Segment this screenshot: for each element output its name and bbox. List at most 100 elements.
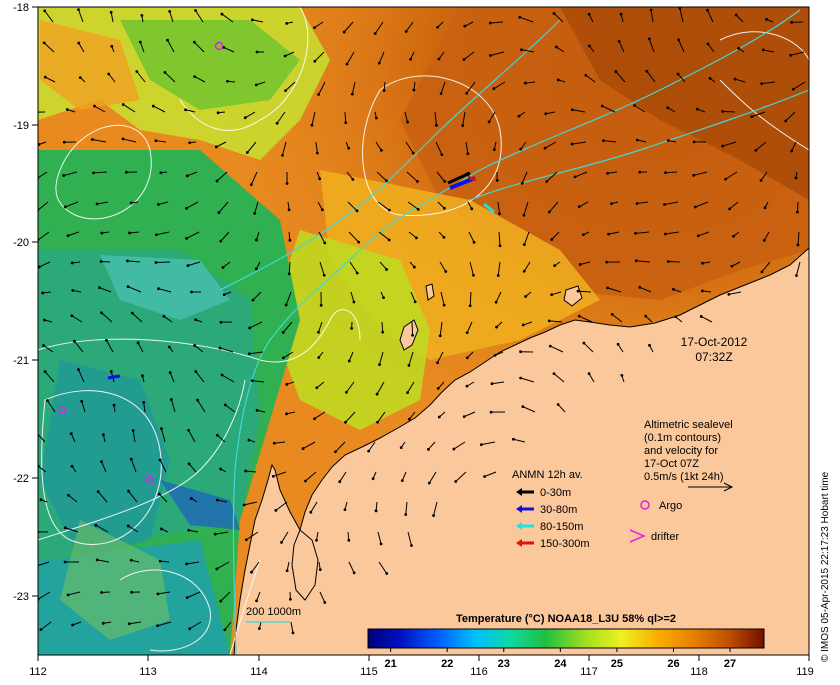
velocity-arrow-head bbox=[693, 140, 696, 143]
velocity-arrow-head bbox=[71, 289, 74, 292]
velocity-arrow-head bbox=[638, 286, 641, 289]
velocity-arrow-head bbox=[315, 386, 318, 389]
velocity-arrow-head bbox=[323, 601, 326, 604]
velocity-arrow-head bbox=[255, 239, 258, 242]
velocity-arrow-head bbox=[285, 383, 288, 386]
velocity-arrow-head bbox=[512, 438, 515, 441]
velocity-arrow-head bbox=[432, 514, 435, 517]
velocity-arrow-head bbox=[523, 243, 526, 246]
altimetry-note-line: 17-Oct 07Z bbox=[644, 458, 699, 470]
velocity-arrow-head bbox=[437, 387, 440, 390]
velocity-arrow-head bbox=[141, 374, 144, 377]
velocity-arrow-head bbox=[750, 115, 753, 118]
velocity-arrow-head bbox=[219, 468, 222, 471]
velocity-arrow-head bbox=[219, 347, 222, 350]
velocity-arrow-head bbox=[443, 207, 446, 210]
velocity-arrow-head bbox=[388, 209, 391, 212]
velocity-arrow-head bbox=[42, 344, 45, 347]
velocity-arrow-head bbox=[463, 25, 466, 28]
velocity-arrow-head bbox=[122, 138, 125, 141]
velocity-arrow-head bbox=[762, 49, 765, 52]
colorbar-title: Temperature (°C) NOAA18_L3U 58% ql>=2 bbox=[456, 613, 676, 625]
velocity-arrow-head bbox=[382, 296, 385, 299]
velocity-arrow-head bbox=[555, 46, 558, 49]
velocity-arrow-head bbox=[43, 319, 46, 322]
velocity-arrow-head bbox=[463, 415, 466, 418]
velocity-arrow-head bbox=[356, 209, 359, 212]
velocity-arrow-head bbox=[152, 105, 155, 108]
velocity-arrow-head bbox=[187, 529, 190, 532]
velocity-arrow-head bbox=[168, 10, 171, 13]
velocity-arrow-head bbox=[311, 124, 314, 127]
velocity-arrow-head bbox=[427, 448, 430, 451]
velocity-arrow-head bbox=[186, 174, 189, 177]
velocity-arrow-head bbox=[40, 498, 43, 501]
velocity-arrow-head bbox=[102, 622, 105, 625]
velocity-arrow-head bbox=[221, 13, 224, 16]
velocity-arrow-head bbox=[618, 40, 621, 43]
velocity-arrow-head bbox=[317, 331, 320, 334]
velocity-arrow-head bbox=[276, 122, 279, 125]
velocity-arrow-head bbox=[412, 152, 415, 155]
velocity-arrow-head bbox=[71, 262, 74, 265]
x-tick-label: 118 bbox=[690, 666, 708, 678]
velocity-arrow-head bbox=[760, 82, 763, 85]
velocity-arrow-head bbox=[193, 41, 196, 44]
velocity-arrow-head bbox=[162, 315, 165, 318]
velocity-arrow-head bbox=[385, 268, 388, 271]
velocity-arrow-head bbox=[100, 460, 103, 463]
velocity-arrow-head bbox=[96, 558, 99, 561]
velocity-arrow-head bbox=[472, 274, 475, 277]
velocity-arrow-head bbox=[557, 403, 560, 406]
velocity-arrow-head bbox=[550, 293, 553, 296]
anmn-legend-item: 30-80m bbox=[540, 504, 577, 516]
velocity-arrow-head bbox=[282, 357, 285, 360]
velocity-arrow-head bbox=[286, 569, 289, 572]
velocity-arrow-head bbox=[607, 233, 610, 236]
velocity-arrow-head bbox=[721, 110, 724, 113]
velocity-arrow-head bbox=[220, 321, 223, 324]
velocity-arrow-head bbox=[40, 628, 43, 631]
velocity-arrow-head bbox=[578, 315, 581, 318]
velocity-arrow-head bbox=[255, 83, 258, 86]
velocity-arrow-head bbox=[107, 73, 110, 76]
velocity-arrow-head bbox=[190, 291, 193, 294]
velocity-arrow-head bbox=[519, 377, 522, 380]
velocity-arrow-head bbox=[416, 180, 419, 183]
velocity-arrow-head bbox=[588, 45, 591, 48]
velocity-arrow-head bbox=[216, 180, 219, 183]
velocity-arrow-head bbox=[160, 427, 163, 430]
velocity-arrow-head bbox=[313, 60, 316, 63]
velocity-arrow-head bbox=[721, 145, 724, 148]
velocity-arrow-head bbox=[96, 203, 99, 206]
velocity-arrow-head bbox=[316, 152, 319, 155]
velocity-arrow-head bbox=[438, 58, 441, 61]
velocity-arrow-head bbox=[606, 286, 609, 289]
velocity-arrow-head bbox=[317, 93, 320, 96]
velocity-arrow-head bbox=[521, 405, 524, 408]
velocity-arrow-head bbox=[605, 261, 608, 264]
velocity-arrow-head bbox=[492, 87, 495, 90]
velocity-arrow-head bbox=[64, 561, 67, 564]
x-tick-label: 116 bbox=[470, 666, 488, 678]
velocity-arrow-head bbox=[664, 233, 667, 236]
velocity-arrow-head bbox=[571, 143, 574, 146]
velocity-arrow-head bbox=[289, 239, 292, 242]
velocity-arrow-head bbox=[443, 180, 446, 183]
velocity-arrow-head bbox=[582, 342, 585, 345]
velocity-arrow-head bbox=[494, 354, 497, 357]
velocity-arrow-head bbox=[187, 264, 190, 267]
velocity-arrow-head bbox=[255, 599, 258, 602]
velocity-arrow-head bbox=[226, 80, 229, 83]
velocity-arrow-head bbox=[170, 398, 173, 401]
velocity-arrow-head bbox=[636, 139, 639, 142]
velocity-arrow-head bbox=[130, 559, 133, 562]
velocity-arrow-head bbox=[66, 108, 69, 111]
velocity-arrow-head bbox=[100, 232, 103, 235]
velocity-arrow-head bbox=[499, 244, 502, 247]
velocity-arrow-head bbox=[677, 73, 680, 76]
velocity-arrow-head bbox=[579, 263, 582, 266]
velocity-arrow-head bbox=[140, 14, 143, 17]
velocity-arrow-head bbox=[244, 116, 247, 119]
velocity-arrow-head bbox=[792, 88, 795, 91]
